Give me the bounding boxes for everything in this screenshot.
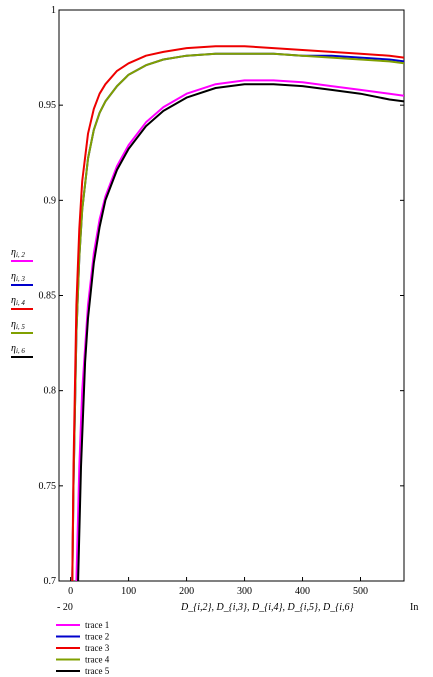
series-lines (71, 45, 404, 581)
y-series-label: ηi, 2 (11, 247, 25, 259)
y-tick-label: 0.85 (39, 291, 57, 302)
legend-entry: trace 4 (85, 655, 110, 665)
x-tick-label: 0 (68, 586, 73, 597)
legend-entry: trace 5 (85, 666, 110, 676)
y-axis-series-labels: ηi, 2 ηi, 3 ηi, 4 ηi, 5 ηi, 6 (11, 247, 33, 358)
legend-entry: trace 1 (85, 620, 109, 630)
legend-entry: trace 2 (85, 632, 109, 642)
y-tick-label: 1 (51, 5, 56, 16)
x-tick-label: 100 (121, 586, 136, 597)
x-tick-label: 300 (237, 586, 252, 597)
x-tick-label: 200 (179, 586, 194, 597)
x-tick-label: 500 (353, 586, 368, 597)
x-min-label: - 20 (57, 602, 73, 613)
y-series-label: ηi, 5 (11, 319, 25, 331)
y-tick-label: 0.9 (44, 195, 57, 206)
y-axis-ticks: 0.7 0.75 0.8 0.85 0.9 0.95 1 (39, 5, 404, 587)
series-line-trace-1 (75, 79, 404, 581)
x-axis-ticks: 0 100 200 300 400 500 (68, 577, 368, 597)
y-tick-label: 0.8 (44, 386, 57, 397)
y-tick-label: 0.95 (39, 100, 57, 111)
y-series-label: ηi, 4 (11, 295, 25, 307)
x-tick-label: 400 (295, 586, 310, 597)
series-line-trace-3 (71, 45, 404, 581)
x-max-label: In (410, 602, 418, 613)
series-line-trace-2 (71, 52, 404, 581)
legend-entry: trace 3 (85, 643, 110, 653)
series-line-trace-5 (77, 83, 404, 581)
y-series-label: ηi, 3 (11, 271, 25, 283)
x-axis-label: D_{i,2}, D_{i,3}, D_{i,4}, D_{i,5}, D_{i… (180, 602, 354, 613)
y-series-label: ηi, 6 (11, 343, 25, 355)
y-tick-label: 0.7 (44, 576, 57, 587)
y-tick-label: 0.75 (39, 481, 57, 492)
series-line-trace-4 (71, 52, 404, 581)
